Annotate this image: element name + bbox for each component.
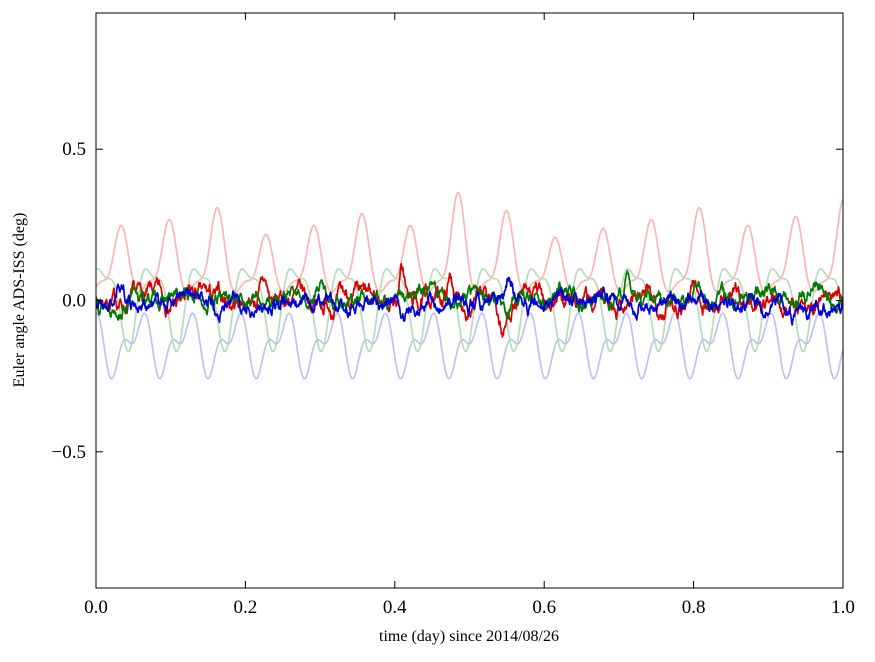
y-tick-label: 0.0 (62, 291, 86, 312)
x-tick-label: 1.0 (831, 597, 855, 618)
y-axis-label: Euler angle ADS-ISS (deg) (11, 213, 28, 388)
x-tick-label: 0.2 (234, 597, 258, 618)
series-group (96, 191, 843, 380)
series-line-euler-angle-z-filtered (96, 276, 843, 326)
y-tick-label: −0.5 (52, 442, 86, 463)
series-line-euler-angle-y-raw (96, 267, 843, 353)
x-tick-label: 0.4 (383, 597, 407, 618)
series-line-euler-angle-z-raw (96, 312, 843, 380)
x-tick-label: 0.0 (84, 597, 108, 618)
y-tick-label: 0.5 (62, 139, 86, 160)
x-tick-label: 0.6 (532, 597, 556, 618)
series-line-euler-angle-y-filtered (96, 270, 843, 321)
ticks-group (95, 13, 844, 588)
tick-labels-group: 0.0 0.2 0.4 0.6 0.8 1.0 −0.5 0.0 0.5 (52, 139, 855, 618)
x-axis-label: time (day) since 2014/08/26 (379, 628, 559, 645)
x-tick-label: 0.8 (682, 597, 706, 618)
